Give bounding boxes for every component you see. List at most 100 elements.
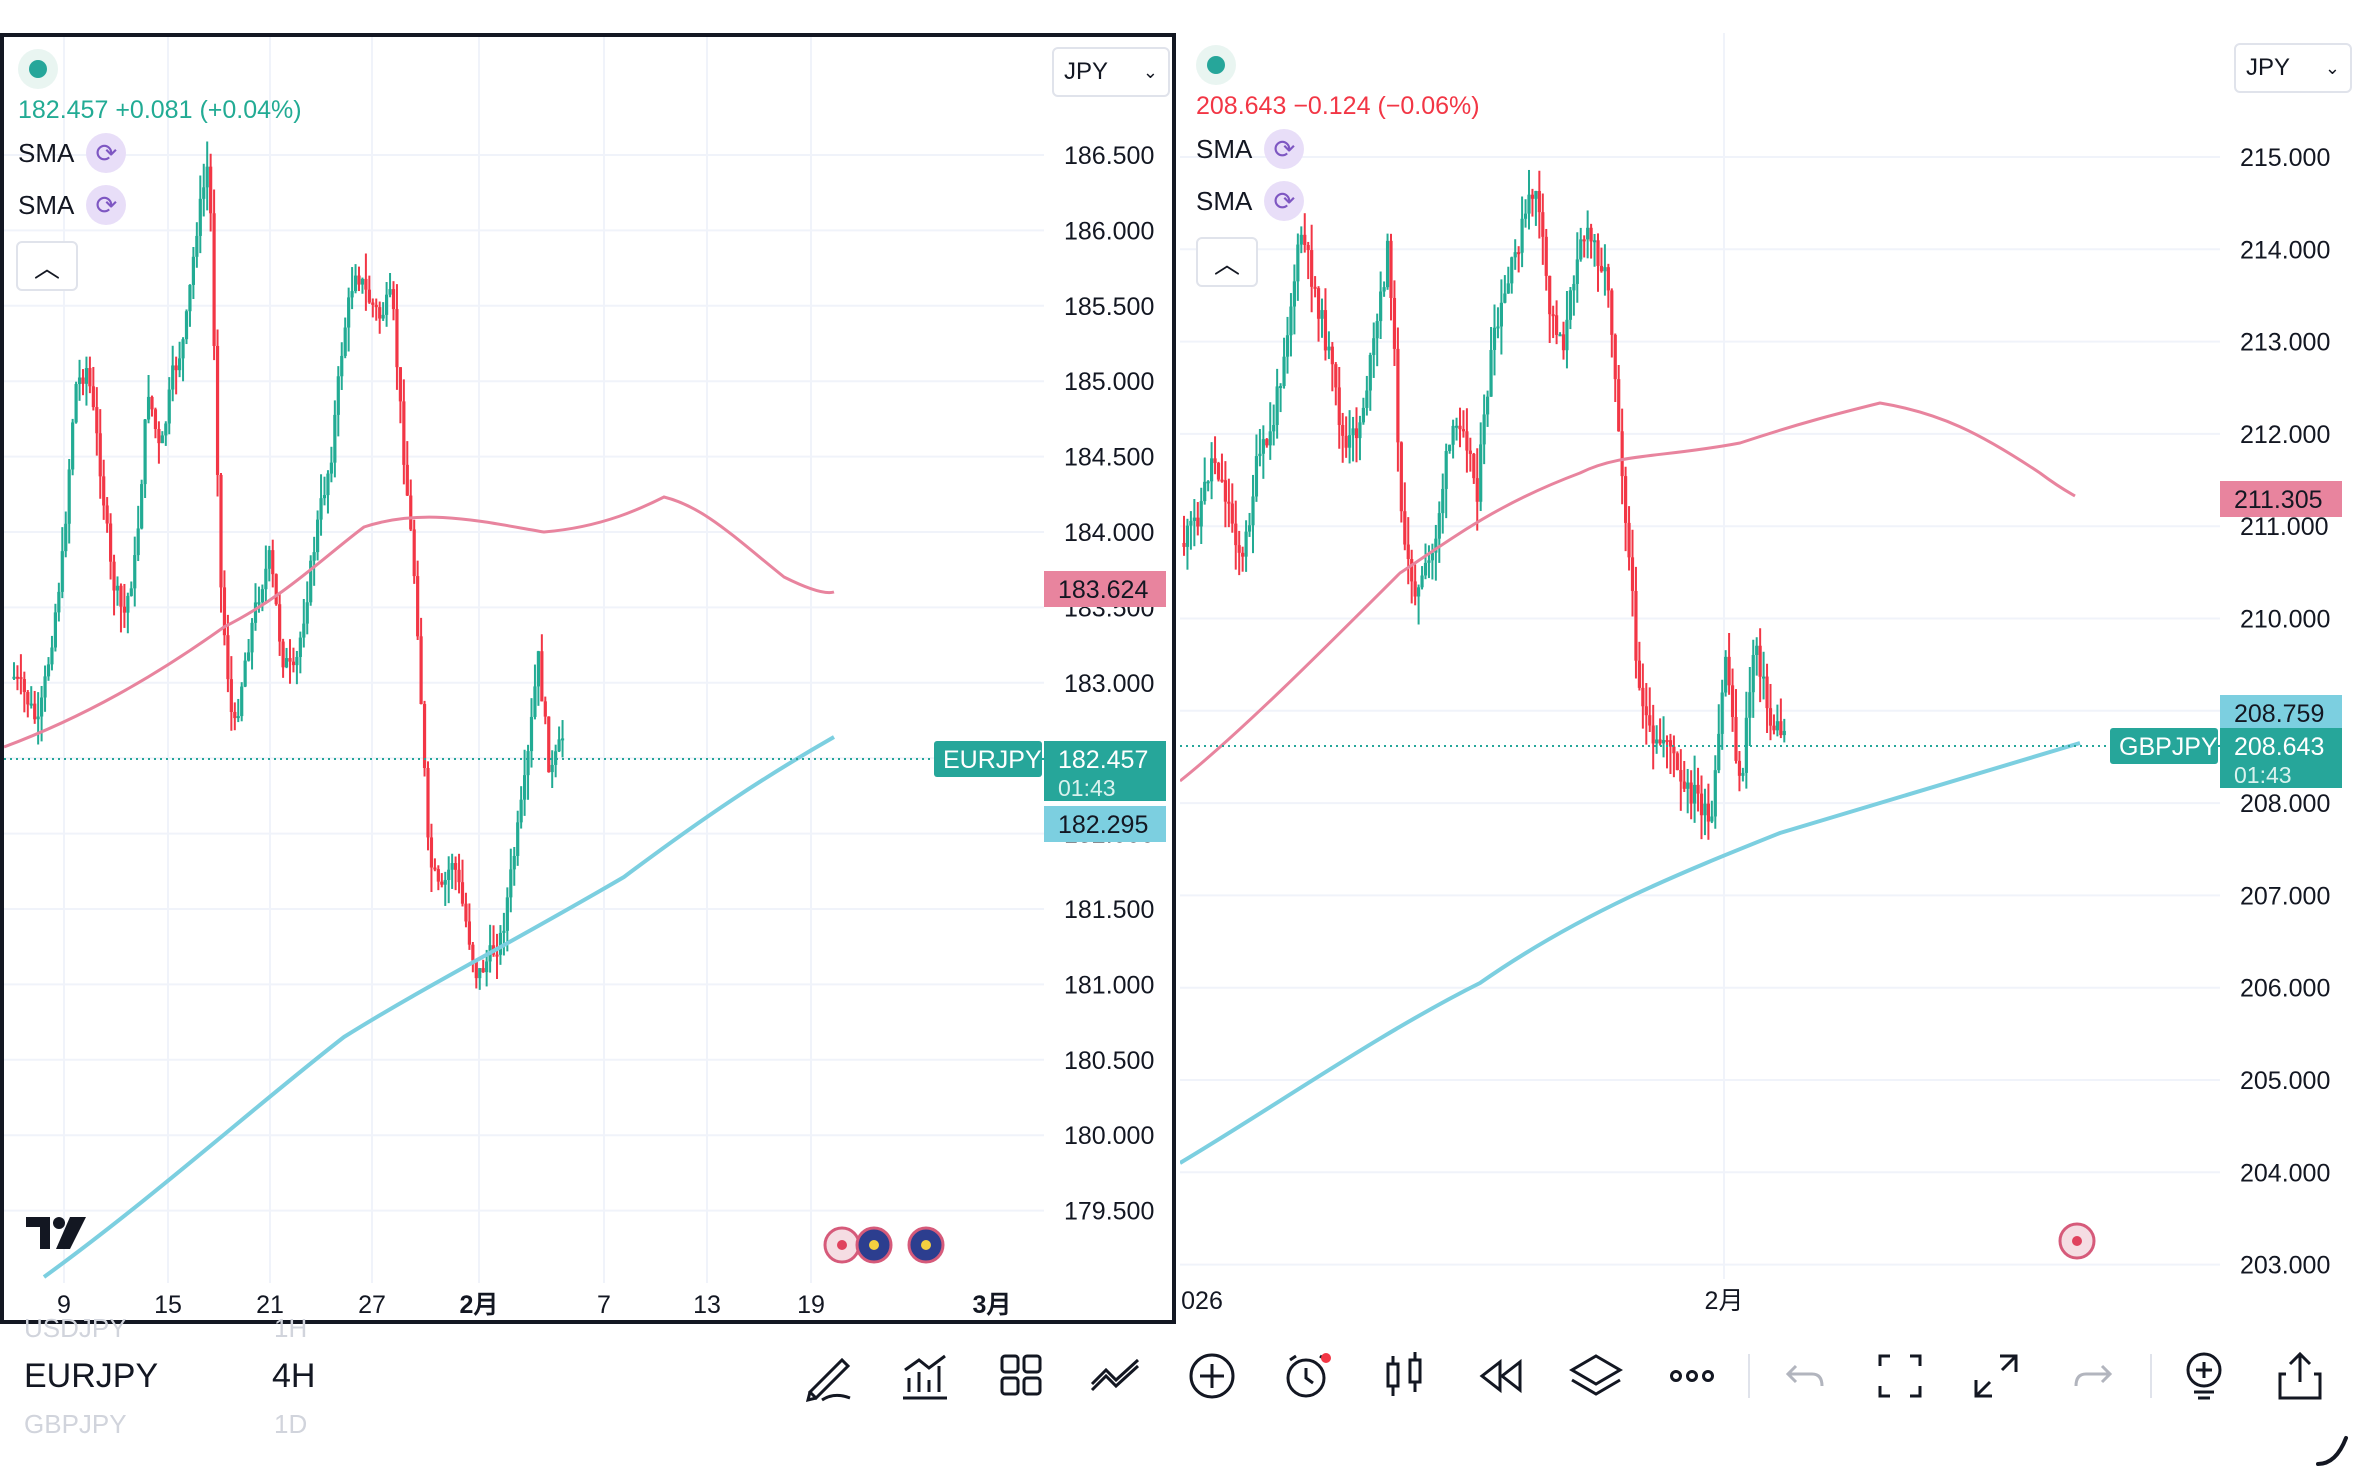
alert-clock-icon[interactable]	[1280, 1348, 1336, 1404]
candle	[12, 662, 16, 681]
candle	[1354, 407, 1359, 463]
chart-canvas-eurjpy[interactable]: 186.500 186.000 185.500 185.000 184.500 184.0…	[4, 37, 1176, 1324]
candle	[1637, 641, 1641, 691]
candle	[1223, 461, 1227, 528]
more-dots-icon[interactable]	[1664, 1348, 1720, 1404]
candle	[436, 865, 440, 891]
time-tick-label: 7	[597, 1291, 611, 1319]
candle	[122, 583, 126, 628]
layers-icon[interactable]	[1568, 1348, 1624, 1404]
economic-event-icon[interactable]	[823, 1226, 861, 1264]
candle	[1196, 502, 1200, 536]
candle	[1258, 428, 1262, 467]
candle	[157, 421, 161, 464]
candle	[1337, 366, 1341, 449]
candle	[495, 933, 499, 979]
fullscreen-icon[interactable]	[1968, 1348, 2024, 1404]
candle	[271, 539, 275, 588]
chart-pane-gbpjpy[interactable]: 215.000 214.000 213.000 212.000 211.000 210.0…	[1180, 33, 2360, 1324]
candle	[526, 744, 530, 800]
candle	[1251, 474, 1255, 554]
candle	[53, 603, 57, 652]
candle	[164, 421, 168, 446]
economic-event-icon[interactable]	[2058, 1222, 2096, 1260]
currency-value: JPY	[1064, 58, 1109, 85]
candle	[391, 281, 396, 321]
price-change-pct: (+0.04%)	[199, 96, 302, 124]
candle	[529, 698, 534, 768]
candle	[209, 153, 213, 232]
candle	[212, 189, 216, 361]
candle	[516, 810, 520, 866]
symbol-picker[interactable]: USDJPY 1H EURJPY 4H GBPJPY 1D	[24, 1313, 315, 1440]
indicator-sma-1[interactable]: SMA ⟳	[1196, 123, 1480, 175]
redo-icon[interactable]	[2064, 1348, 2120, 1404]
candle	[1379, 271, 1383, 340]
drawing-brush-icon[interactable]	[802, 1348, 858, 1404]
price-tick-label: 181.000	[1064, 971, 1154, 999]
add-chart-icon[interactable]	[2176, 1348, 2232, 1404]
loading-sync-icon: ⟳	[1264, 181, 1305, 221]
grid	[4, 37, 1044, 1283]
candle	[1289, 293, 1293, 357]
candle	[1403, 482, 1407, 551]
candle	[1385, 233, 1390, 290]
currency-select[interactable]: JPY ⌄	[2234, 43, 2352, 93]
collapse-legend-button[interactable]: ︿	[16, 241, 78, 291]
candle	[478, 968, 482, 990]
candle	[136, 505, 140, 562]
chart-canvas-gbpjpy[interactable]: 215.000 214.000 213.000 212.000 211.000 210.0…	[1180, 33, 2360, 1324]
candle	[1454, 417, 1459, 441]
candle	[153, 407, 158, 439]
symbol-prev[interactable]: USDJPY 1H	[24, 1312, 307, 1344]
chart-pane-eurjpy[interactable]: 186.500 186.000 185.500 185.000 184.500 184.0…	[0, 33, 1176, 1324]
indicator-sma-2[interactable]: SMA ⟳	[18, 179, 302, 231]
indicators-chart-icon[interactable]	[897, 1348, 953, 1404]
price-axis[interactable]: 186.500 186.000 185.500 185.000 184.500 184.0…	[1064, 142, 1154, 1226]
market-status-icon[interactable]	[18, 49, 58, 89]
symbol-current[interactable]: EURJPY 4H	[24, 1344, 315, 1408]
replay-rewind-icon[interactable]	[1472, 1348, 1528, 1404]
candle	[50, 635, 54, 671]
indicator-sma-1[interactable]: SMA ⟳	[18, 127, 302, 179]
screenshot-frame-icon[interactable]	[1872, 1348, 1928, 1404]
candle	[167, 377, 171, 435]
economic-event-icon[interactable]	[855, 1226, 893, 1264]
candle-type-icon[interactable]	[1376, 1348, 1432, 1404]
collapse-legend-button[interactable]: ︿	[1196, 237, 1258, 287]
candle	[381, 302, 385, 321]
undo-icon[interactable]	[1778, 1348, 1834, 1404]
currency-select[interactable]: JPY ⌄	[1052, 47, 1170, 97]
interval-current-label[interactable]: 4H	[272, 1357, 316, 1395]
candle	[1689, 770, 1693, 820]
strategy-icon[interactable]	[1088, 1348, 1144, 1404]
symbol-current-label: EURJPY	[24, 1357, 159, 1395]
candle	[102, 459, 106, 520]
market-status-icon[interactable]	[1196, 45, 1236, 85]
time-axis[interactable]: 9 15 21 27 2月 7 13 19 3月	[57, 1291, 1011, 1319]
symbol-next[interactable]: GBPJPY 1D	[24, 1408, 307, 1440]
resize-handle-icon[interactable]	[2312, 1430, 2352, 1470]
candle	[312, 536, 316, 586]
price-tick-label: 184.500	[1064, 444, 1154, 472]
candle	[1586, 210, 1590, 259]
candle	[402, 379, 406, 485]
economic-event-icon[interactable]	[907, 1226, 945, 1264]
add-plus-icon[interactable]	[1184, 1348, 1240, 1404]
candle	[347, 287, 351, 352]
sma-long-value-tag: 182.295	[1044, 806, 1166, 842]
candle	[146, 374, 151, 424]
candle	[340, 342, 344, 390]
candle	[1189, 511, 1193, 550]
candle	[184, 309, 189, 345]
time-axis[interactable]: 026 2月	[1181, 1287, 1743, 1315]
layout-grid-icon[interactable]	[994, 1348, 1050, 1404]
loading-sync-icon: ⟳	[86, 133, 127, 173]
indicator-sma-2[interactable]: SMA ⟳	[1196, 175, 1480, 227]
candle	[1679, 749, 1683, 811]
price-tick-label: 183.000	[1064, 670, 1154, 698]
share-icon[interactable]	[2272, 1348, 2328, 1404]
candle	[1617, 364, 1621, 432]
candle	[1565, 290, 1569, 369]
candle	[1351, 416, 1355, 462]
